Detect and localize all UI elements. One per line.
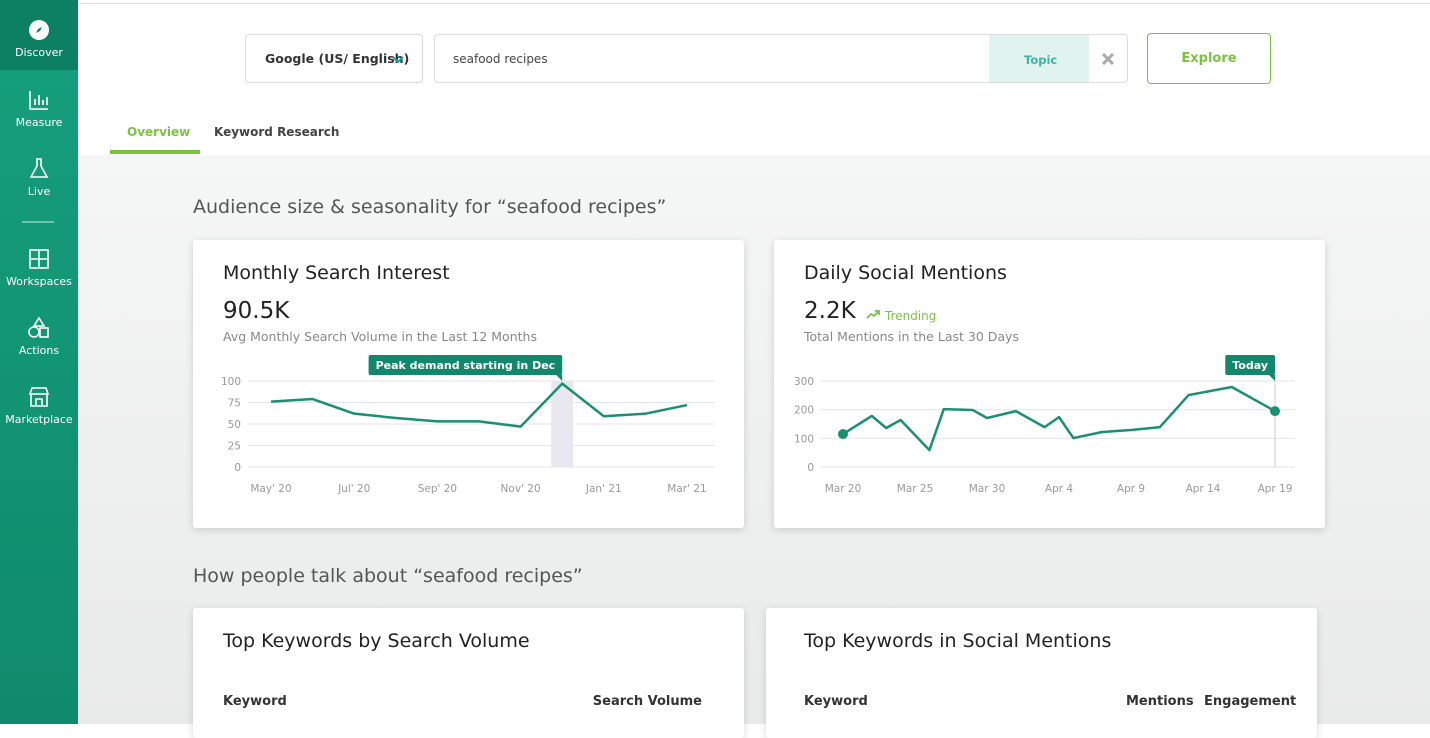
chart: 0 100 200 300 Mar 20 Mar 25 Mar 30 Apr 4 Apr 9 Ap…	[794, 355, 1295, 495]
y-tick-label: 0	[807, 462, 814, 474]
x-tick-label: Jan' 21	[585, 483, 622, 495]
chart: 0 25 50 75 100 May' 20 Jul' 20 Sep' 20 Nov' 20 Ja…	[221, 355, 715, 495]
nav-marketplace[interactable]: Marketplace	[0, 385, 78, 426]
x-tick-label: Mar' 21	[667, 483, 706, 495]
x-tick-label: Apr 9	[1117, 483, 1145, 495]
x-tick-label: Apr 4	[1045, 483, 1074, 495]
nav-live[interactable]: Live	[0, 157, 78, 198]
nav-label: Measure	[15, 116, 63, 129]
annotation: Today	[1225, 355, 1275, 381]
table-title: Top Keywords by Search Volume	[223, 630, 530, 652]
y-tick-label: 300	[794, 376, 814, 388]
table-card: Top Keywords in Social Mentions Keyword …	[766, 608, 1317, 738]
section-heading: Audience size & seasonality for “seafood…	[193, 196, 667, 218]
tab-keyword-research[interactable]: Keyword Research	[214, 125, 340, 139]
column-header: Search Volume	[592, 694, 702, 709]
column-header: Keyword	[223, 694, 287, 709]
card-title: Daily Social Mentions	[804, 262, 1007, 284]
y-tick-label: 75	[228, 398, 241, 410]
metric: 2.2K	[804, 298, 856, 324]
chart-card: Daily Social Mentions 2.2K Trending Tota…	[774, 240, 1325, 528]
tab-indicator	[110, 150, 200, 154]
line	[842, 385, 1276, 452]
nav-actions[interactable]: Actions	[0, 316, 78, 357]
x-tick-label: Apr 19	[1258, 483, 1293, 495]
metric-subtitle: Avg Monthly Search Volume in the Last 12…	[223, 329, 537, 344]
nav-label: Discover	[15, 46, 63, 59]
engine-label: Google (US/ English)	[265, 51, 410, 66]
y-tick-label: 25	[228, 441, 241, 453]
clear-icon[interactable]	[1102, 53, 1114, 65]
engine-select[interactable]: Google (US/ English)	[245, 34, 423, 83]
icon	[29, 249, 49, 269]
annotation-text: Today	[1232, 359, 1268, 372]
trend-label: Trending	[885, 309, 937, 323]
mode-label: Topic	[1024, 53, 1058, 67]
annotation-text: Peak demand starting in Dec	[376, 359, 556, 372]
nav-label: Workspaces	[6, 275, 72, 288]
chevron	[392, 56, 404, 64]
chart-card: Monthly Search Interest 90.5K Avg Monthl…	[193, 240, 744, 528]
nav-workspaces[interactable]: Workspaces	[0, 247, 78, 288]
tab-overview[interactable]: Overview	[127, 125, 191, 139]
section-heading: How people talk about “seafood recipes”	[193, 565, 583, 587]
explore-button[interactable]: Explore	[1147, 33, 1271, 84]
annotation-box	[1225, 355, 1275, 375]
x-tick-label: Mar 20	[825, 483, 862, 495]
icon	[28, 316, 49, 338]
icon	[29, 20, 49, 40]
x-tick-label: Nov' 20	[501, 483, 541, 495]
y-tick-label: 0	[234, 462, 241, 474]
line	[270, 382, 688, 428]
x-tick-label: Sep' 20	[418, 483, 457, 495]
x-tick-label: Mar 30	[969, 483, 1006, 495]
nav-label: Live	[27, 185, 51, 198]
mode-chip[interactable]: Topic	[989, 35, 1089, 82]
point	[838, 429, 848, 440]
divider	[22, 221, 54, 223]
trend-icon	[866, 310, 880, 319]
y-tick-label: 100	[794, 433, 814, 445]
y-tick-label: 50	[228, 419, 241, 431]
point	[1270, 406, 1280, 417]
nav-label: Marketplace	[5, 413, 73, 426]
table-title: Top Keywords in Social Mentions	[804, 630, 1112, 652]
annotation: Peak demand starting in Dec	[368, 355, 563, 381]
y-tick-label: 200	[794, 405, 814, 417]
column-header: Mentions	[1126, 694, 1194, 709]
x-tick-label: Mar 25	[897, 483, 934, 495]
annotation-tail	[556, 375, 563, 381]
top-border	[78, 3, 1430, 4]
metric-subtitle: Total Mentions in the Last 30 Days	[804, 329, 1019, 344]
x-tick-label: May' 20	[250, 483, 291, 495]
query: seafood recipes	[453, 52, 548, 66]
sidebar: Discover Measure Live Workspaces Actions…	[0, 0, 78, 724]
icon	[28, 387, 50, 407]
x-tick-label: Jul' 20	[337, 483, 370, 495]
search-input[interactable]: seafood recipes Topic	[434, 34, 1128, 83]
metric: 90.5K	[223, 298, 290, 324]
icon	[29, 91, 48, 110]
y-tick-label: 100	[221, 376, 241, 388]
card-title: Monthly Search Interest	[223, 262, 450, 284]
annotation-box	[368, 355, 563, 375]
table-card: Top Keywords by Search Volume Keyword Se…	[193, 608, 744, 738]
column-header: Engagement	[1204, 694, 1297, 709]
annotation-tail	[1269, 375, 1275, 381]
icon	[29, 158, 49, 178]
column-header: Keyword	[804, 694, 868, 709]
nav-discover[interactable]: Discover	[0, 18, 78, 59]
nav-label: Actions	[18, 344, 60, 357]
x-tick-label: Apr 14	[1186, 483, 1221, 495]
nav-measure[interactable]: Measure	[0, 88, 78, 129]
